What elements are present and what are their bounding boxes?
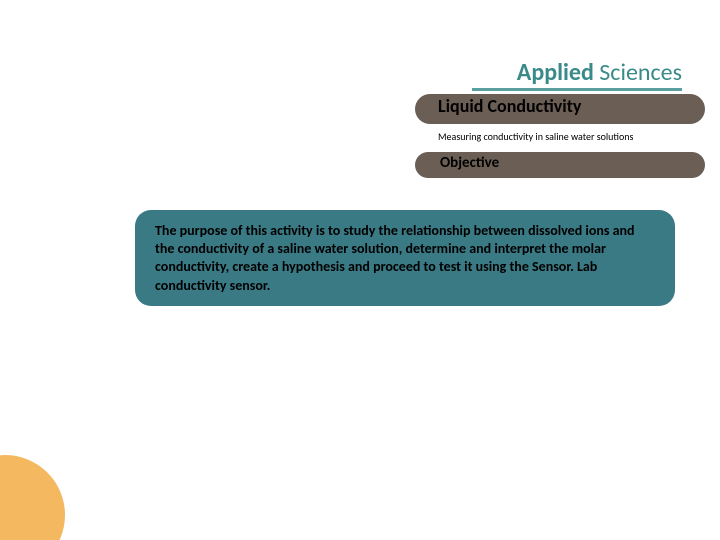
brand-word-2: Sciences: [599, 58, 682, 87]
page-subtitle: Measuring conductivity in saline water s…: [438, 130, 633, 143]
objective-box: The purpose of this activity is to study…: [135, 210, 675, 306]
page-title: Liquid Conductivity: [438, 95, 581, 117]
decorative-circle: [0, 455, 65, 540]
brand-underline: [472, 88, 682, 91]
section-label: Objective: [440, 154, 499, 172]
brand-logo: Applied Sciences: [517, 58, 682, 87]
slide-container: Applied Sciences Liquid Conductivity Mea…: [0, 0, 720, 540]
objective-text: The purpose of this activity is to study…: [155, 222, 655, 295]
brand-word-1: Applied: [517, 58, 594, 87]
